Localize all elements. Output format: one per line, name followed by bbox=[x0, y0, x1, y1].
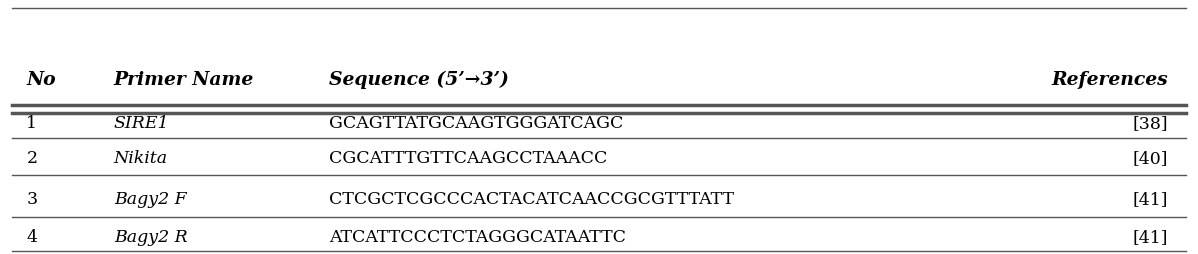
Text: [38]: [38] bbox=[1132, 115, 1168, 132]
Text: CTCGCTCGCCCACTACATCAACCGCGTTTATT: CTCGCTCGCCCACTACATCAACCGCGTTTATT bbox=[329, 191, 734, 208]
Text: Nikita: Nikita bbox=[114, 150, 168, 167]
Text: [41]: [41] bbox=[1132, 229, 1168, 246]
Text: Bagy2 R: Bagy2 R bbox=[114, 229, 188, 246]
Text: CGCATTTGTTCAAGCCTAAACC: CGCATTTGTTCAAGCCTAAACC bbox=[329, 150, 607, 167]
Text: GCAGTTATGCAAGTGGGATCAGC: GCAGTTATGCAAGTGGGATCAGC bbox=[329, 115, 624, 132]
Text: Primer Name: Primer Name bbox=[114, 71, 254, 89]
Text: SIRE1: SIRE1 bbox=[114, 115, 169, 132]
Text: Bagy2 F: Bagy2 F bbox=[114, 191, 187, 208]
Text: References: References bbox=[1052, 71, 1168, 89]
Text: [41]: [41] bbox=[1132, 191, 1168, 208]
Text: 1: 1 bbox=[26, 115, 37, 132]
Text: ATCATTCCCTCTAGGGCATAATTC: ATCATTCCCTCTAGGGCATAATTC bbox=[329, 229, 627, 246]
Text: 4: 4 bbox=[26, 229, 37, 246]
Text: 2: 2 bbox=[26, 150, 37, 167]
Text: 3: 3 bbox=[26, 191, 37, 208]
Text: Sequence (5’→3’): Sequence (5’→3’) bbox=[329, 71, 509, 89]
Text: No: No bbox=[26, 71, 56, 89]
Text: [40]: [40] bbox=[1132, 150, 1168, 167]
